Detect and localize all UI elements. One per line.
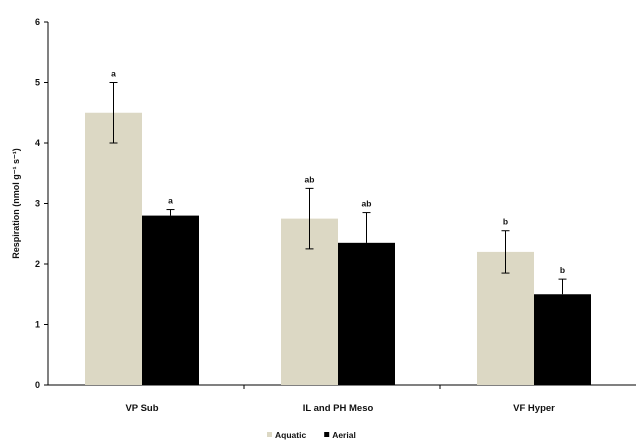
x-tick-label: VF Hyper bbox=[513, 403, 555, 414]
bar-aerial bbox=[338, 242, 395, 385]
significance-label: b bbox=[560, 265, 565, 275]
y-tick-label: 5 bbox=[35, 78, 40, 88]
significance-label: ab bbox=[305, 174, 315, 184]
y-tick-label: 2 bbox=[35, 259, 40, 269]
bar-aquatic bbox=[477, 251, 534, 385]
y-tick-label: 1 bbox=[35, 320, 40, 330]
legend-swatch-aquatic bbox=[267, 432, 272, 437]
bars: a a ab ab b b bbox=[85, 69, 591, 385]
significance-label: ab bbox=[362, 199, 372, 209]
bar-aerial bbox=[142, 215, 199, 385]
legend-label: Aerial bbox=[332, 430, 356, 440]
significance-label: a bbox=[111, 69, 116, 79]
y-tick-label: 6 bbox=[35, 17, 40, 27]
legend-swatch-aerial bbox=[324, 432, 330, 437]
legend: Aquatic Aerial bbox=[267, 430, 356, 440]
y-tick-label: 4 bbox=[35, 138, 40, 148]
legend-label: Aquatic bbox=[275, 430, 306, 440]
significance-label: a bbox=[168, 196, 173, 206]
y-axis-label: Respiration (nmol g⁻¹ s⁻¹) bbox=[11, 148, 21, 259]
y-tick-label: 3 bbox=[35, 199, 40, 209]
bar-aerial bbox=[534, 294, 591, 385]
x-tick-label: IL and PH Meso bbox=[303, 403, 374, 414]
bar-aquatic bbox=[85, 112, 142, 385]
x-tick-label: VP Sub bbox=[125, 403, 158, 414]
significance-label: b bbox=[503, 217, 508, 227]
y-tick-label: 0 bbox=[35, 380, 40, 390]
